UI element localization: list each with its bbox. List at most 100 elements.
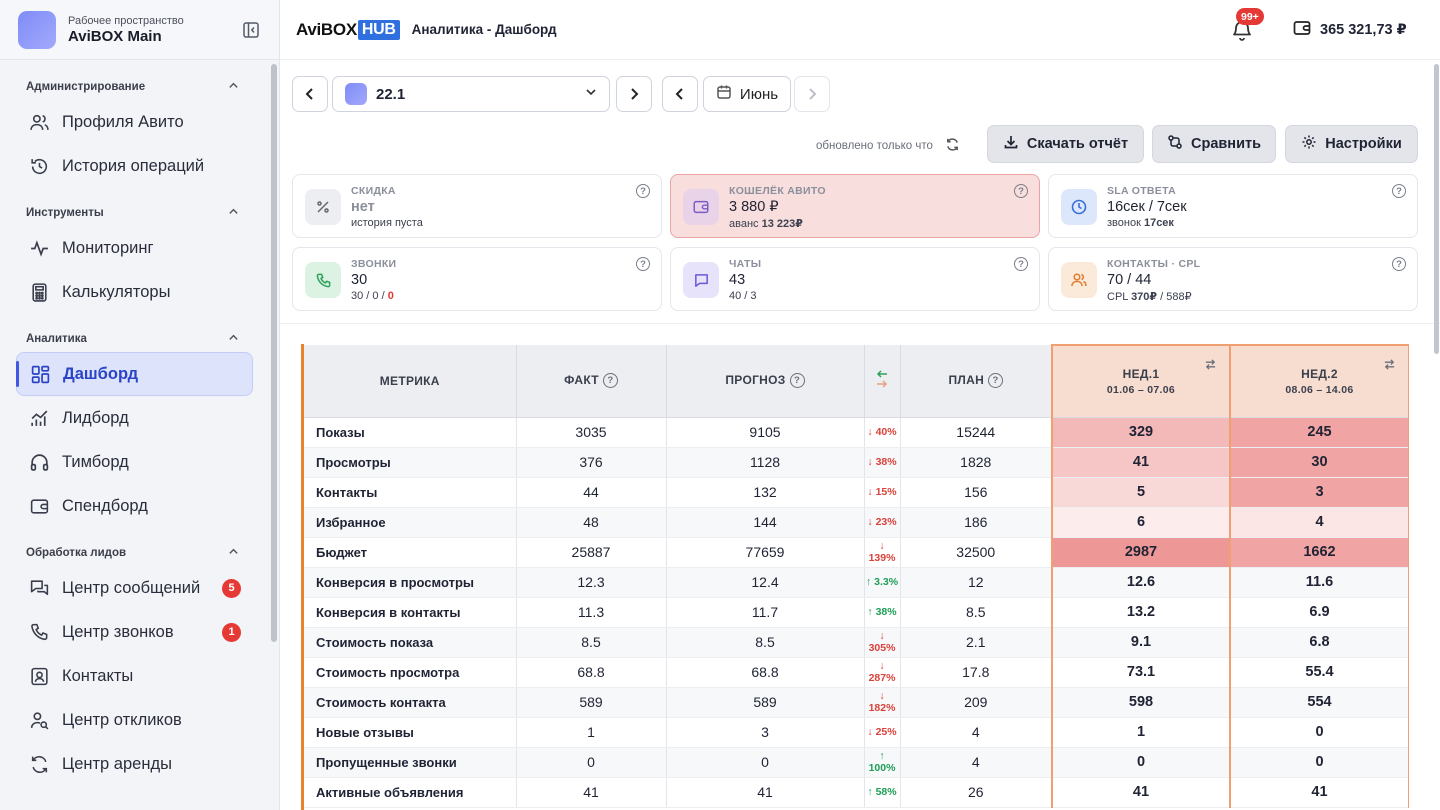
user-search-icon: [28, 709, 50, 731]
sidebar-item-badge: 1: [222, 622, 241, 642]
plan-value: 17.8: [900, 657, 1053, 688]
col-forecast: ПРОГНОЗ?: [666, 345, 865, 418]
table-row[interactable]: Стоимость просмотра 68.8 68.8 ↓ 287% 17.8 73.…: [304, 657, 1409, 688]
table-row[interactable]: Стоимость показа 8.5 8.5 ↓ 305% 2.1 9.1 6.8: [304, 627, 1409, 658]
kpi-label: КОНТАКТЫ · CPL: [1107, 258, 1201, 270]
compare-button[interactable]: Сравнить: [1152, 125, 1276, 163]
metric-name: Показы: [304, 417, 517, 448]
swap-icon[interactable]: [1383, 358, 1396, 374]
table-row[interactable]: Бюджет 25887 77659 ↓ 139% 32500 2987 1662: [304, 537, 1409, 568]
forecast-value: 68.8: [666, 657, 865, 688]
sidebar-section-header[interactable]: Аналитика: [0, 326, 279, 352]
kpi-sub: CPL 370₽ / 588₽: [1107, 290, 1192, 303]
main-scrollbar[interactable]: [1434, 64, 1439, 354]
table-row[interactable]: Избранное 48 144 ↓ 23% 186 6 4: [304, 507, 1409, 538]
table-row[interactable]: Пропущенные звонки 0 0 ↑ 100% 4 0 0: [304, 747, 1409, 778]
help-icon[interactable]: ?: [1014, 184, 1028, 198]
table-row[interactable]: Новые отзывы 1 3 ↓ 25% 4 1 0: [304, 717, 1409, 748]
toggle-delta-icon[interactable]: [864, 345, 901, 418]
table-row[interactable]: Активные объявления 41 41 ↑ 58% 26 41 41: [304, 777, 1409, 808]
calendar-icon: [716, 84, 732, 104]
sidebar-collapse-icon[interactable]: [241, 20, 261, 40]
sidebar-section-header[interactable]: Инструменты: [0, 200, 279, 226]
week-2-value: 30: [1229, 447, 1409, 478]
help-icon[interactable]: ?: [636, 257, 650, 271]
sidebar-section-title: Обработка лидов: [26, 547, 127, 559]
dashboard-icon: [29, 363, 51, 385]
chevron-up-icon: [228, 80, 239, 94]
help-icon[interactable]: ?: [789, 373, 805, 389]
sidebar-item[interactable]: Спендборд: [16, 484, 253, 528]
table-row[interactable]: Контакты 44 132 ↓ 15% 156 5 3: [304, 477, 1409, 508]
sidebar-item-label: Контакты: [62, 666, 134, 685]
phone-icon: [305, 262, 341, 298]
col-week-2[interactable]: НЕД.2 08.06 – 14.06: [1229, 344, 1409, 418]
kpi-card-calls[interactable]: ЗВОНКИ 30 30 / 0 / 0 ?: [292, 247, 662, 311]
kpi-card-chats[interactable]: ЧАТЫ 43 40 / 3 ?: [670, 247, 1040, 311]
kpi-value: 43: [729, 272, 746, 288]
settings-button[interactable]: Настройки: [1285, 125, 1418, 163]
next-month-button[interactable]: [794, 76, 830, 112]
sidebar-item[interactable]: Дашборд: [16, 352, 253, 396]
notification-badge: 99+: [1236, 8, 1264, 25]
help-icon[interactable]: ?: [602, 373, 618, 389]
table-row[interactable]: Конверсия в контакты 11.3 11.7 ↑ 38% 8.5 13.2…: [304, 597, 1409, 628]
table-row[interactable]: Стоимость контакта 589 589 ↓ 182% 209 598 554: [304, 687, 1409, 718]
kpi-sub: аванс 13 223₽: [729, 217, 803, 230]
profile-select[interactable]: 22.1: [332, 76, 610, 112]
fact-value: 12.3: [516, 567, 667, 598]
delta-value: ↓ 38%: [864, 447, 901, 478]
table-row[interactable]: Просмотры 376 1128 ↓ 38% 1828 41 30: [304, 447, 1409, 478]
help-icon[interactable]: ?: [1392, 184, 1406, 198]
download-report-button[interactable]: Скачать отчёт: [987, 125, 1144, 163]
col-week-1[interactable]: НЕД.1 01.06 – 07.06: [1051, 344, 1231, 418]
week-1-value: 5: [1051, 477, 1231, 508]
balance-display[interactable]: 365 321,73 ₽: [1292, 18, 1407, 42]
sidebar-item[interactable]: Лидборд: [16, 396, 253, 440]
kpi-card-sla[interactable]: SLA ОТВЕТА 16сек / 7сек звонок 17сек ?: [1048, 174, 1418, 238]
kpi-card-contacts[interactable]: КОНТАКТЫ · CPL 70 / 44 CPL 370₽ / 588₽ ?: [1048, 247, 1418, 311]
arrow-down-icon: ↓: [867, 486, 873, 498]
plan-value: 186: [900, 507, 1053, 538]
fact-value: 44: [516, 477, 667, 508]
kpi-card-discount[interactable]: СКИДКА нет история пуста ?: [292, 174, 662, 238]
sidebar-section-header[interactable]: Администрирование: [0, 74, 279, 100]
sidebar-item[interactable]: Центр звонков 1: [16, 610, 253, 654]
sidebar-item[interactable]: Центр откликов: [16, 698, 253, 742]
sidebar-scrollbar[interactable]: [271, 64, 277, 642]
brand-logo[interactable]: AviBOX HUB: [296, 19, 400, 40]
sidebar-item[interactable]: Тимборд: [16, 440, 253, 484]
month-picker[interactable]: Июнь: [703, 76, 791, 112]
fact-value: 48: [516, 507, 667, 538]
delta-value: ↓ 305%: [864, 627, 901, 658]
help-icon[interactable]: ?: [988, 373, 1004, 389]
workspace-switcher[interactable]: Рабочее пространство AviBOX Main: [0, 0, 279, 60]
help-icon[interactable]: ?: [1014, 257, 1028, 271]
metric-name: Контакты: [304, 477, 517, 508]
next-profile-button[interactable]: [616, 76, 652, 112]
sidebar-item[interactable]: Калькуляторы: [16, 270, 253, 314]
sidebar-section-header[interactable]: Обработка лидов: [0, 540, 279, 566]
table-row[interactable]: Показы 3035 9105 ↓ 40% 15244 329 245: [304, 417, 1409, 448]
sidebar-item[interactable]: Профиля Авито: [16, 100, 253, 144]
arrow-down-icon: ↓: [867, 456, 873, 468]
help-icon[interactable]: ?: [636, 184, 650, 198]
week-2-value: 6.9: [1229, 597, 1409, 628]
prev-profile-button[interactable]: [292, 76, 328, 112]
help-icon[interactable]: ?: [1392, 257, 1406, 271]
sidebar-item[interactable]: Мониторинг: [16, 226, 253, 270]
kpi-sub-missed: 0: [387, 290, 394, 302]
week-1-value: 41: [1051, 777, 1231, 808]
sidebar-item[interactable]: История операций: [16, 144, 253, 188]
sidebar-item[interactable]: Центр аренды: [16, 742, 253, 786]
sidebar-item[interactable]: Контакты: [16, 654, 253, 698]
sidebar-item[interactable]: Центр сообщений 5: [16, 566, 253, 610]
refresh-icon[interactable]: [945, 137, 960, 155]
sidebar-section: Администрирование Профиля Авито История оп…: [0, 74, 279, 188]
week-2-value: 11.6: [1229, 567, 1409, 598]
kpi-label: ЗВОНКИ: [351, 258, 397, 270]
swap-icon[interactable]: [1204, 358, 1217, 374]
table-row[interactable]: Конверсия в просмотры 12.3 12.4 ↑ 3.3% 12 12.…: [304, 567, 1409, 598]
kpi-card-wallet[interactable]: КОШЕЛЁК АВИТО 3 880 ₽ аванс 13 223₽ ?: [670, 174, 1040, 238]
prev-month-button[interactable]: [662, 76, 698, 112]
